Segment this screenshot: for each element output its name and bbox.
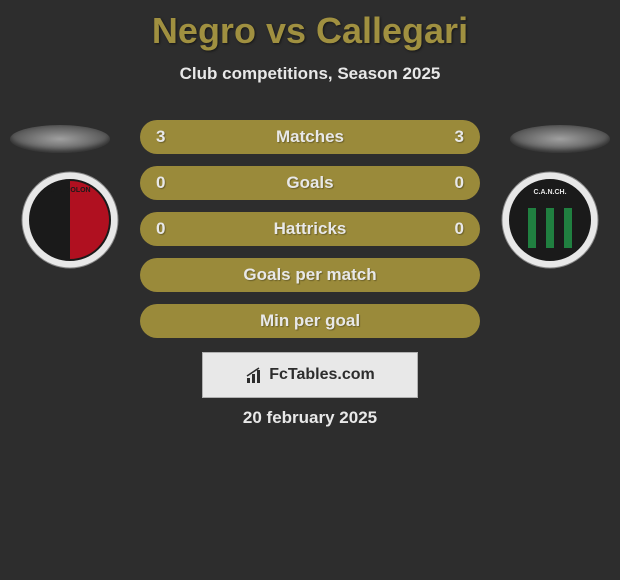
stat-value-right: 0 <box>444 173 464 193</box>
branding-box[interactable]: FcTables.com <box>202 352 418 398</box>
date-text: 20 february 2025 <box>243 408 377 428</box>
player1-name: Negro <box>152 10 256 51</box>
comparison-title: Negro vs Callegari <box>0 0 620 52</box>
stat-value-right: 3 <box>444 127 464 147</box>
stat-label: Matches <box>276 127 344 147</box>
branding-content: FcTables.com <box>245 366 375 384</box>
stat-label: Goals <box>286 173 333 193</box>
player1-avatar-placeholder <box>10 125 110 153</box>
player2-avatar-placeholder <box>510 125 610 153</box>
svg-text:C.A. COLON: C.A. COLON <box>49 187 90 194</box>
stat-row-min-per-goal: Min per goal <box>140 304 480 338</box>
stat-label: Goals per match <box>243 265 376 285</box>
stat-value-left: 0 <box>156 173 176 193</box>
branding-text: FcTables.com <box>269 366 375 384</box>
chart-icon <box>245 366 265 384</box>
player2-name: Callegari <box>316 10 468 51</box>
stat-label: Hattricks <box>274 219 347 239</box>
stats-container: 3 Matches 3 0 Goals 0 0 Hattricks 0 Goal… <box>140 120 480 350</box>
stat-row-goals: 0 Goals 0 <box>140 166 480 200</box>
vs-separator: vs <box>266 10 316 51</box>
stat-value-right: 0 <box>444 219 464 239</box>
team-badge-right: C.A.N.CH. <box>500 170 600 270</box>
stat-value-left: 3 <box>156 127 176 147</box>
team-badge-left: C.A. COLON <box>20 170 120 270</box>
stat-value-left: 0 <box>156 219 176 239</box>
title-text: Negro vs Callegari <box>152 10 468 51</box>
subtitle-text: Club competitions, Season 2025 <box>180 64 441 83</box>
subtitle: Club competitions, Season 2025 <box>0 64 620 84</box>
stat-row-matches: 3 Matches 3 <box>140 120 480 154</box>
stat-row-goals-per-match: Goals per match <box>140 258 480 292</box>
stat-label: Min per goal <box>260 311 360 331</box>
stat-row-hattricks: 0 Hattricks 0 <box>140 212 480 246</box>
svg-text:C.A.N.CH.: C.A.N.CH. <box>533 189 566 196</box>
